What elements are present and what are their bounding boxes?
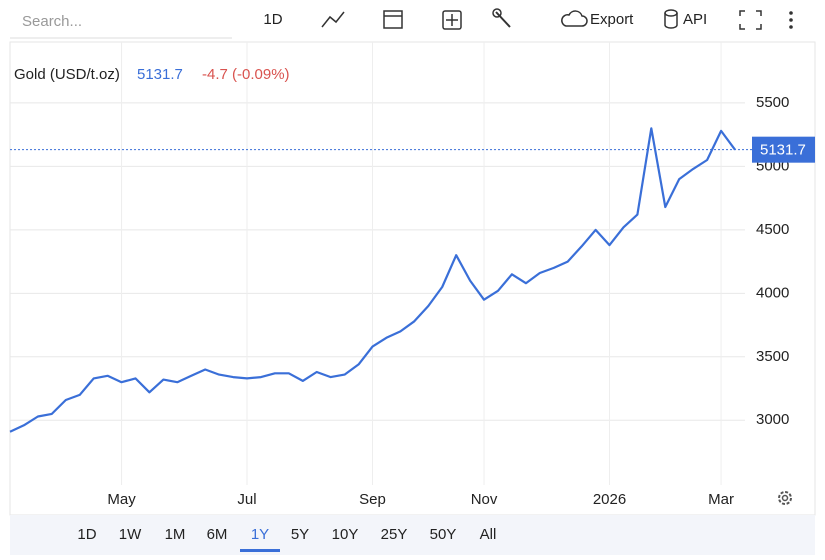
y-tick-label: 3000 <box>756 411 789 428</box>
api-button[interactable]: API <box>664 9 707 29</box>
range-selected-underline <box>240 549 280 552</box>
range-button[interactable]: 6M <box>207 526 228 543</box>
export-button[interactable]: Export <box>561 10 634 28</box>
chart-type-icon[interactable] <box>321 11 345 28</box>
x-tick-label: Mar <box>708 491 734 508</box>
y-tick-label: 4000 <box>756 284 789 301</box>
last-price-box <box>752 136 815 163</box>
range-button[interactable]: 1Y <box>251 526 269 543</box>
export-label: Export <box>590 11 634 28</box>
range-button[interactable]: 10Y <box>332 526 359 543</box>
range-button[interactable]: 1M <box>165 526 186 543</box>
range-button[interactable]: 5Y <box>291 526 309 543</box>
price-change: -4.7 (-0.09%) <box>202 66 290 83</box>
settings-icon[interactable] <box>778 491 792 505</box>
x-tick-label: May <box>107 491 136 508</box>
y-tick-label: 5500 <box>756 94 789 111</box>
x-tick-label: Sep <box>359 491 386 508</box>
y-tick-label: 4500 <box>756 221 789 238</box>
search-box[interactable]: Search... <box>22 13 82 30</box>
calendar-icon[interactable] <box>383 10 403 29</box>
range-button[interactable]: 25Y <box>381 526 408 543</box>
y-tick-label: 3500 <box>756 348 789 365</box>
tools-icon[interactable] <box>492 8 511 28</box>
x-tick-label: Nov <box>471 491 498 508</box>
x-tick-label: 2026 <box>593 491 626 508</box>
fullscreen-icon[interactable] <box>739 10 762 30</box>
interval-button[interactable]: 1D <box>263 11 282 28</box>
instrument-name: Gold (USD/t.oz) <box>14 66 120 83</box>
range-button[interactable]: All <box>480 526 497 543</box>
last-price-label: 5131.7 <box>760 142 806 159</box>
range-button[interactable]: 1D <box>77 526 96 543</box>
menu-icon[interactable] <box>789 11 793 29</box>
range-button[interactable]: 1W <box>119 526 142 543</box>
last-price: 5131.7 <box>137 66 183 83</box>
range-button[interactable]: 50Y <box>430 526 457 543</box>
x-tick-label: Jul <box>237 491 256 508</box>
price-line <box>9 127 736 433</box>
api-label: API <box>683 11 707 28</box>
range-bar <box>10 515 815 555</box>
add-indicator-icon[interactable] <box>442 10 462 30</box>
